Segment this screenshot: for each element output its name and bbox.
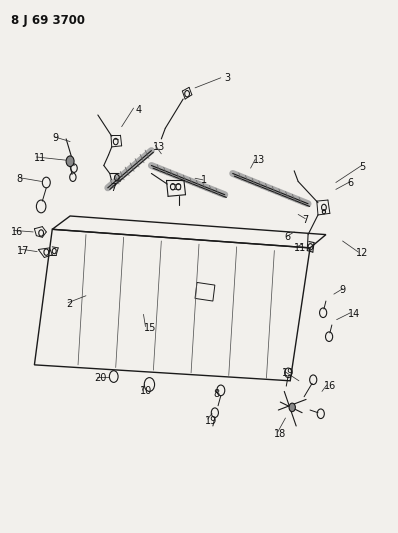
Text: 6: 6 — [284, 232, 291, 243]
Text: 19: 19 — [205, 416, 217, 426]
Text: 5: 5 — [360, 161, 366, 172]
Text: 8 J 69 3700: 8 J 69 3700 — [11, 14, 85, 27]
Text: 16: 16 — [11, 227, 23, 237]
Text: 3: 3 — [225, 73, 231, 83]
Text: 7: 7 — [110, 183, 116, 193]
Text: 2: 2 — [66, 298, 72, 309]
Text: 16: 16 — [324, 381, 336, 391]
Text: 7: 7 — [302, 215, 308, 225]
Text: 17: 17 — [17, 246, 29, 255]
Text: 12: 12 — [356, 248, 368, 258]
Text: 14: 14 — [348, 309, 360, 319]
Text: 13: 13 — [153, 142, 166, 152]
Text: 8: 8 — [17, 174, 23, 184]
Text: 9: 9 — [52, 133, 59, 143]
Text: 20: 20 — [94, 373, 106, 383]
Text: 1: 1 — [201, 175, 207, 185]
Text: 15: 15 — [143, 322, 156, 333]
Text: 10: 10 — [140, 386, 152, 397]
Text: 4: 4 — [136, 104, 142, 115]
Text: 11: 11 — [34, 152, 47, 163]
Text: 9: 9 — [340, 286, 346, 295]
Text: 11: 11 — [294, 243, 306, 253]
Circle shape — [66, 156, 74, 166]
Text: 6: 6 — [348, 177, 354, 188]
Text: 19: 19 — [282, 368, 295, 378]
Text: 13: 13 — [253, 155, 265, 165]
Circle shape — [289, 403, 295, 411]
Text: 18: 18 — [274, 429, 287, 439]
Text: 8: 8 — [213, 389, 219, 399]
